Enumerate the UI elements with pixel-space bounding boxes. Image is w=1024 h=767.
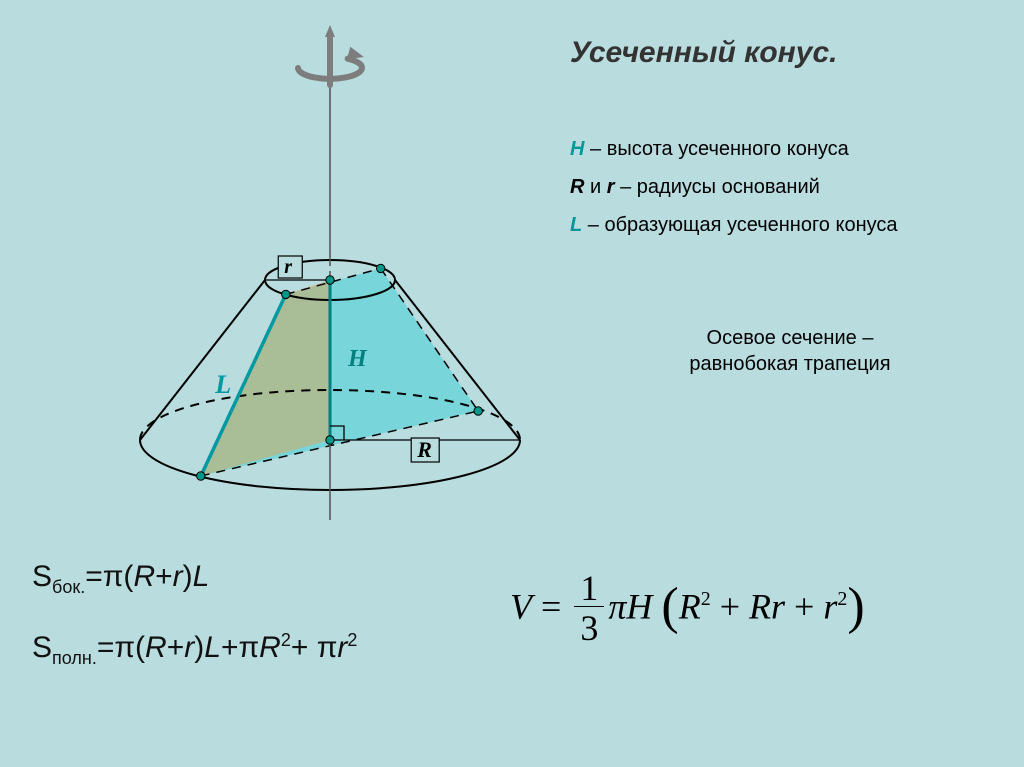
- v-V: V: [510, 586, 532, 626]
- s-full-L: L: [204, 631, 221, 664]
- v-den: 3: [574, 607, 604, 650]
- s-lat-S: S: [32, 560, 52, 593]
- s-full-S: S: [32, 631, 52, 664]
- v-Rr: Rr: [749, 586, 785, 626]
- s-lat-r: r: [173, 560, 183, 593]
- s-lat-close: ): [183, 560, 193, 593]
- legend-row-H: H – высота усеченного конуса: [570, 130, 898, 168]
- formula-s-full: Sполн.=π(R+r)L+πR2+ πr2: [32, 630, 357, 669]
- s-full-sup2b: 2: [347, 630, 357, 650]
- s-full-a: =π(: [97, 631, 145, 664]
- svg-text:H: H: [347, 346, 368, 372]
- s-full-tailB: + π: [291, 631, 338, 664]
- s-full-R: R: [145, 631, 167, 664]
- section-caption-line1: Осевое сечение –: [707, 327, 874, 349]
- svg-text:R: R: [416, 437, 432, 462]
- v-lparen: (: [661, 578, 678, 635]
- s-full-sup2a: 2: [281, 630, 291, 650]
- v-R-sup: 2: [701, 588, 711, 610]
- s-full-sub: полн.: [52, 648, 97, 668]
- s-full-close: ): [194, 631, 204, 664]
- s-full-r: r: [184, 631, 194, 664]
- s-lat-a: =π(: [85, 560, 133, 593]
- v-r-sup: 2: [837, 588, 847, 610]
- s-lat-sub: бок.: [52, 577, 85, 597]
- v-H: H: [626, 586, 652, 626]
- s-full-r2: r: [337, 631, 347, 664]
- v-r: r: [823, 586, 837, 626]
- formula-volume: V = 13πH (R2 + Rr + r2): [510, 570, 865, 650]
- svg-text:r: r: [284, 256, 292, 278]
- v-plus1: +: [711, 586, 749, 626]
- section-caption: Осевое сечение – равнобокая трапеция: [660, 325, 920, 377]
- v-eq: =: [532, 586, 570, 626]
- legend-block: H – высота усеченного конуса R и r – рад…: [570, 130, 898, 244]
- v-R: R: [679, 586, 701, 626]
- s-lat-R: R: [133, 560, 155, 593]
- v-pi: π: [608, 586, 626, 626]
- s-lat-L: L: [193, 560, 210, 593]
- s-full-plus: +: [167, 631, 185, 664]
- s-lat-plus: +: [155, 560, 173, 593]
- legend-L-text: – образующая усеченного конуса: [582, 214, 897, 236]
- formula-s-lateral: Sбок.=π(R+r)L: [32, 560, 209, 598]
- legend-row-R: R и r – радиусы оснований: [570, 168, 898, 206]
- legend-R-text: – радиусы оснований: [615, 176, 820, 198]
- page-title: Усеченный конус.: [570, 36, 838, 70]
- legend-row-L: L – образующая усеченного конуса: [570, 206, 898, 244]
- svg-text:L: L: [214, 370, 231, 399]
- s-full-R2: R: [259, 631, 281, 664]
- v-rparen: ): [847, 578, 864, 635]
- legend-r-sym: r: [607, 176, 615, 198]
- frustum-diagram: r R H L: [70, 20, 590, 540]
- v-num: 1: [574, 570, 604, 607]
- legend-H-text: – высота усеченного конуса: [584, 138, 848, 160]
- v-plus2: +: [785, 586, 823, 626]
- section-caption-line2: равнобокая трапеция: [689, 353, 890, 375]
- v-frac: 13: [574, 570, 604, 650]
- s-full-tailA: +π: [221, 631, 259, 664]
